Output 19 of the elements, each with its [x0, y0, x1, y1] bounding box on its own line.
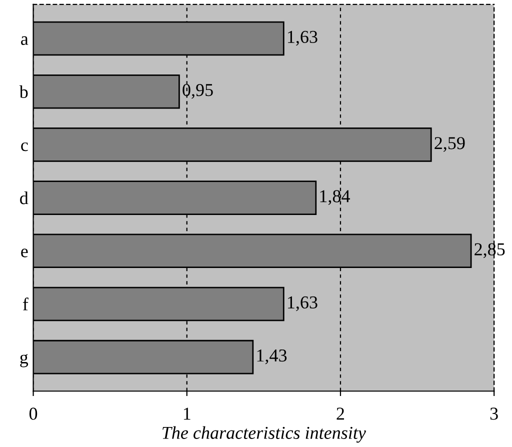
- y-tick-label: b: [19, 85, 28, 98]
- data-label: 1,63: [288, 296, 318, 312]
- x-tick-label: 1: [184, 408, 190, 420]
- data-label: 2,85: [474, 243, 505, 258]
- y-tick-label: e: [21, 248, 28, 258]
- data-label: 1,63: [288, 30, 318, 46]
- x-tick-label: 0: [29, 408, 38, 420]
- x-tick-label: 2: [336, 408, 344, 420]
- y-tick-label: c: [21, 142, 28, 152]
- x-tick-label: 3: [490, 408, 498, 420]
- y-tick-label: g: [20, 354, 28, 368]
- y-tick-label: f: [22, 298, 28, 310]
- data-label: 2,59: [434, 137, 465, 152]
- y-tick-label: d: [20, 192, 28, 204]
- x-axis-title: The characteristics intensity: [162, 426, 366, 443]
- data-label: 1,84: [320, 190, 350, 205]
- y-tick-label: a: [21, 36, 28, 45]
- data-label: 1,43: [257, 349, 287, 364]
- data-label: 0,95: [182, 84, 213, 99]
